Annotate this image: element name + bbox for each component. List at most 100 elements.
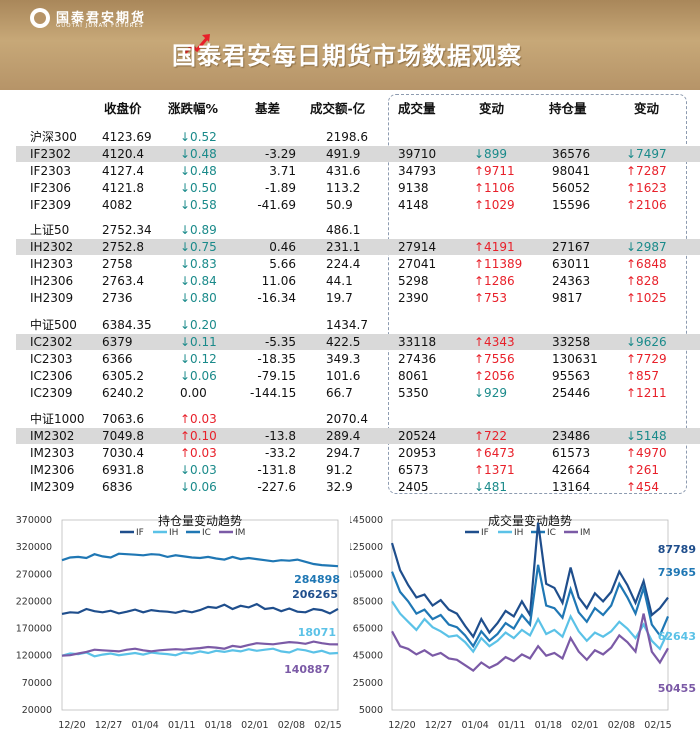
end-value-label: 73965 — [658, 566, 696, 579]
cell-vol: 4148 — [398, 198, 429, 212]
cell-oi: 33258 — [552, 335, 591, 349]
legend-label: IH — [169, 528, 178, 538]
cell-vchg: ↑1286 — [474, 274, 515, 288]
cell-vol: 34793 — [398, 164, 437, 178]
page-title: 国泰君安每日期货市场数据观察 — [172, 42, 522, 70]
plot-frame — [61, 519, 339, 711]
cell-chg: ↓0.58 — [180, 198, 217, 212]
cell-basis: 11.06 — [261, 274, 296, 288]
table-row: IH2303 2758 ↓0.83 5.66 224.4 27041 ↑11389 63011… — [0, 256, 700, 272]
cell-name: IH2302 — [30, 240, 74, 254]
cell-close: 2763.4 — [102, 274, 144, 288]
x-tick-label: 01/11 — [498, 720, 525, 731]
cell-close: 6931.8 — [102, 463, 144, 477]
cell-ochg: ↑828 — [626, 274, 659, 288]
cell-oi: 27167 — [552, 240, 591, 254]
cell-basis: -33.2 — [264, 446, 296, 460]
charts-area: 持仓量变动趋势 20000 70000 120000 170000 220000 27000… — [0, 500, 700, 743]
cell-vol: 20524 — [398, 429, 437, 443]
x-tick-label: 12/27 — [95, 720, 122, 731]
header-volume-change: 变动 — [479, 101, 505, 116]
series-line-IH — [61, 647, 339, 658]
cell-vchg: ↓899 — [474, 147, 507, 161]
cell-chg: ↓0.48 — [180, 147, 217, 161]
cell-basis: 0.46 — [269, 240, 296, 254]
cell-vchg: ↑4343 — [474, 335, 515, 349]
cell-turnover: 32.9 — [326, 480, 353, 494]
cell-name: IC2309 — [30, 386, 73, 400]
table-header: 收盘价 涨跌幅% 基差 成交额-亿 成交量 变动 持仓量 变动 — [0, 91, 700, 121]
cell-chg: ↓0.52 — [180, 130, 217, 144]
cell-turnover: 431.6 — [326, 164, 361, 178]
header-open-interest: 持仓量 — [549, 101, 587, 116]
cell-name: 沪深300 — [30, 130, 77, 144]
cell-oi: 42664 — [552, 463, 591, 477]
cell-ochg: ↓5148 — [626, 429, 667, 443]
volume-trend-chart: 成交量变动趋势 5000 25000 45000 65000 85000 105000 125… — [350, 513, 696, 731]
cell-name: IM2306 — [30, 463, 75, 477]
table-row: IC2306 6305.2 ↓0.06 -79.15 101.6 8061 ↑2056 955… — [0, 368, 700, 384]
header-banner: 国泰君安期货 GUOTAI JUNAN FUTURES 国泰君安每日期货市场数据… — [0, 0, 700, 90]
series-line-IC — [61, 552, 339, 568]
cell-ochg: ↑1211 — [626, 386, 667, 400]
y-tick-label: 25000 — [353, 678, 383, 689]
chart-title: 成交量变动趋势 — [488, 513, 572, 528]
table-row: 沪深300 4123.69 ↓0.52 2198.6 — [0, 129, 700, 145]
header-change-pct: 涨跌幅% — [168, 101, 219, 116]
cell-vchg: ↑753 — [474, 291, 507, 305]
series-line-IM — [61, 640, 339, 657]
cell-oi: 61573 — [552, 446, 591, 460]
cell-close: 2736 — [102, 291, 133, 305]
brand-logo: 国泰君安期货 GUOTAI JUNAN FUTURES — [30, 6, 200, 32]
cell-vol: 20953 — [398, 446, 437, 460]
legend-label: IC — [547, 528, 556, 538]
cell-close: 6836 — [102, 480, 133, 494]
cell-ochg: ↑7729 — [626, 352, 667, 366]
y-tick-label: 320000 — [16, 542, 52, 553]
cell-name: IF2309 — [30, 198, 71, 212]
cell-turnover: 113.2 — [326, 181, 361, 195]
cell-close: 6305.2 — [102, 369, 144, 383]
y-tick-label: 45000 — [353, 651, 383, 662]
cell-oi: 130631 — [552, 352, 598, 366]
legend-label: IF — [136, 528, 144, 538]
cell-basis: -1.89 — [264, 181, 296, 195]
cell-name: IM2303 — [30, 446, 75, 460]
cell-name: IC2306 — [30, 369, 73, 383]
x-tick-label: 02/08 — [278, 720, 305, 731]
row-shade — [16, 146, 700, 162]
cell-name: 中证500 — [30, 318, 77, 332]
cell-oi: 63011 — [552, 257, 591, 271]
y-tick-label: 70000 — [22, 678, 52, 689]
end-value-label: 140887 — [284, 663, 330, 676]
x-tick-label: 12/20 — [58, 720, 85, 731]
cell-chg: ↓0.03 — [180, 463, 217, 477]
cell-chg: ↑0.03 — [180, 446, 217, 460]
x-tick-label: 01/04 — [461, 720, 488, 731]
cell-chg: ↓0.75 — [180, 240, 217, 254]
header-basis: 基差 — [255, 101, 281, 116]
end-value-label: 62643 — [658, 630, 696, 643]
table-row: IC2309 6240.2 0.00 -144.15 66.7 5350 ↓929 25446… — [0, 385, 700, 401]
table-row: IM2309 6836 ↓0.06 -227.6 32.9 2405 ↓481 13164 ↑4… — [0, 479, 700, 495]
table-row: 中证1000 7063.6 ↑0.03 2070.4 — [0, 411, 700, 427]
cell-oi: 98041 — [552, 164, 591, 178]
cell-turnover: 19.7 — [326, 291, 353, 305]
cell-oi: 56052 — [552, 181, 591, 195]
cell-oi: 23486 — [552, 429, 591, 443]
cell-name: 中证1000 — [30, 412, 85, 426]
cell-basis: -13.8 — [264, 429, 296, 443]
cell-oi: 15596 — [552, 198, 591, 212]
cell-close: 4127.4 — [102, 164, 144, 178]
cell-vol: 8061 — [398, 369, 429, 383]
legend-label: IF — [481, 528, 489, 538]
cell-vchg: ↑1371 — [474, 463, 515, 477]
cell-chg: ↓0.84 — [180, 274, 217, 288]
y-tick-label: 125000 — [350, 542, 383, 553]
chart-title: 持仓量变动趋势 — [158, 513, 242, 528]
cell-ochg: ↑1623 — [626, 181, 667, 195]
cell-basis: -5.35 — [264, 335, 296, 349]
cell-close: 6379 — [102, 335, 133, 349]
cell-vol: 2390 — [398, 291, 429, 305]
y-tick-label: 120000 — [16, 651, 52, 662]
